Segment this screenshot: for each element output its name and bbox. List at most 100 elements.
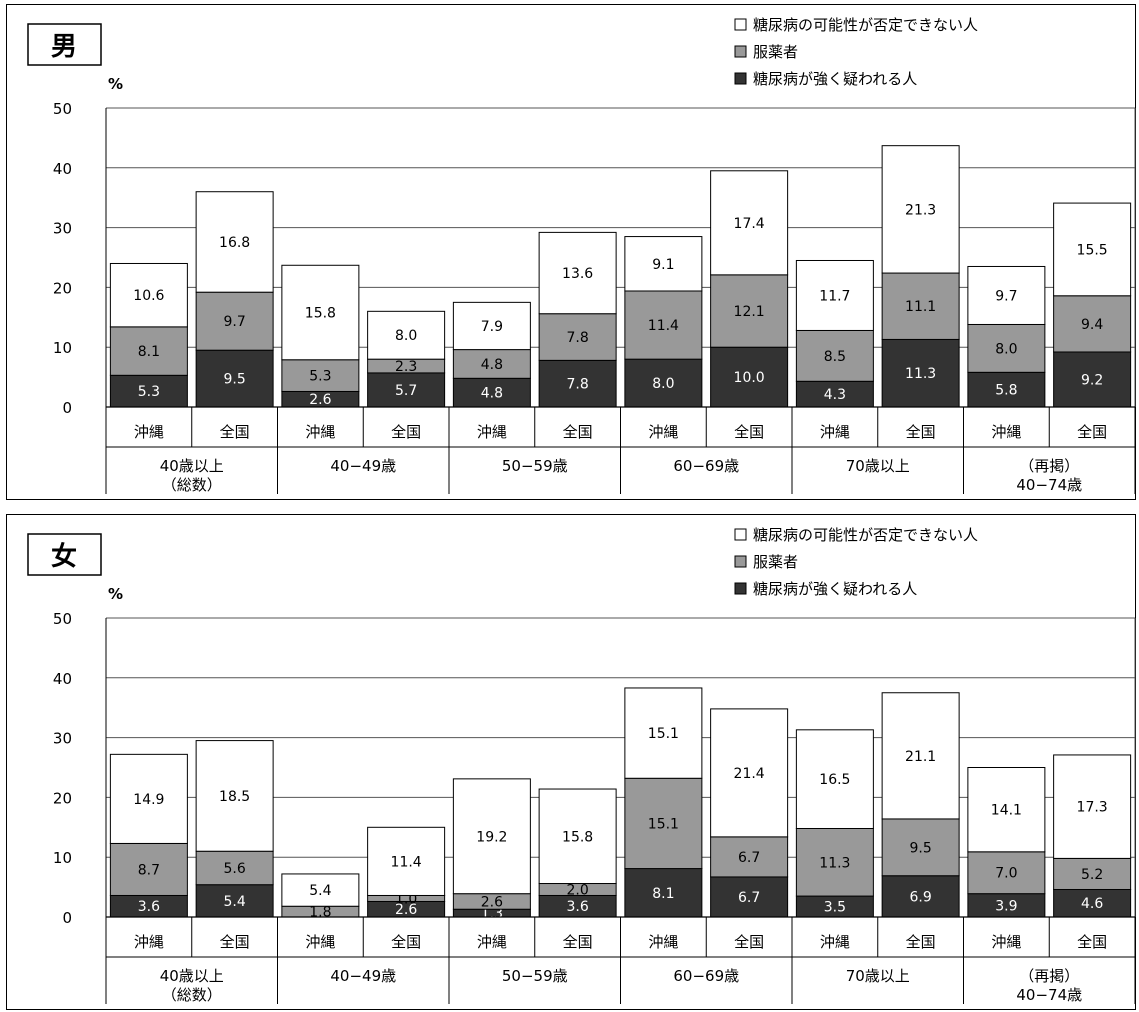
legend-entry: 糖尿病の可能性が否定できない人 xyxy=(753,16,978,34)
data-label: 15.8 xyxy=(305,306,336,322)
x-tick-label: 沖縄 xyxy=(820,933,850,951)
bar-segment xyxy=(710,708,789,838)
data-label: 11.4 xyxy=(648,318,679,334)
bar-segment xyxy=(452,301,531,351)
legend-entry: 糖尿病の可能性が否定できない人 xyxy=(753,526,978,544)
group-label: 40−49歳 xyxy=(330,457,396,475)
group-label: 40歳以上 xyxy=(160,967,224,985)
data-label: 9.1 xyxy=(652,257,674,273)
group-label: 60−69歳 xyxy=(673,967,739,985)
bar-segment xyxy=(195,740,274,852)
chart-title: 女 xyxy=(51,541,77,572)
y-tick-label: 50 xyxy=(53,100,72,118)
x-tick-label: 沖縄 xyxy=(305,423,335,441)
group-label: （再掲） xyxy=(1019,457,1079,475)
bar-segment xyxy=(624,290,703,360)
group-label: 70歳以上 xyxy=(846,967,910,985)
group-label: 50−59歳 xyxy=(502,457,568,475)
bar-segment xyxy=(538,788,617,885)
bar-segment xyxy=(710,170,789,276)
data-label: 19.2 xyxy=(476,829,507,845)
legend-entry: 糖尿病が強く疑われる人 xyxy=(753,580,917,598)
chart-title: 男 xyxy=(51,32,77,62)
data-label: 1.8 xyxy=(309,905,331,921)
legend-entry: 服薬者 xyxy=(753,43,798,61)
data-label: 4.8 xyxy=(481,386,503,402)
x-tick-label: 全国 xyxy=(734,933,764,951)
legend-swatch xyxy=(734,528,747,541)
bar-segment xyxy=(881,272,960,340)
bar-segment xyxy=(624,236,703,292)
legend-swatch xyxy=(734,582,747,595)
bar-segment xyxy=(795,329,874,382)
group-label: 40歳以上 xyxy=(160,457,224,475)
bar-segment xyxy=(967,767,1046,853)
y-tick-label: 10 xyxy=(53,339,72,357)
data-label: 11.4 xyxy=(391,854,422,870)
data-label: 2.6 xyxy=(309,392,331,408)
x-tick-label: 全国 xyxy=(906,423,936,441)
data-label: 10.6 xyxy=(133,288,164,304)
data-label: 5.2 xyxy=(1081,867,1103,883)
x-tick-label: 沖縄 xyxy=(477,933,507,951)
data-label: 16.5 xyxy=(819,772,850,788)
bar-segment xyxy=(452,377,531,408)
bar-segment xyxy=(367,372,446,408)
y-tick-label: 0 xyxy=(62,909,72,927)
data-label: 14.9 xyxy=(133,792,164,808)
data-label: 8.0 xyxy=(995,341,1017,357)
data-label: 18.5 xyxy=(219,789,250,805)
y-tick-label: 50 xyxy=(53,610,72,628)
bar-segment xyxy=(538,359,617,408)
bar-segment xyxy=(1053,202,1132,297)
data-label: 8.0 xyxy=(395,328,417,344)
bar-segment xyxy=(367,826,446,896)
x-tick-label: 沖縄 xyxy=(477,423,507,441)
legend-entry: 糖尿病が強く疑われる人 xyxy=(753,70,917,88)
y-tick-label: 40 xyxy=(53,160,72,178)
data-label: 11.3 xyxy=(819,855,850,871)
bar-segment xyxy=(795,827,874,897)
data-label: 3.6 xyxy=(566,899,588,915)
bar-segment xyxy=(881,875,960,918)
bar-segment xyxy=(795,380,874,408)
data-label: 3.6 xyxy=(138,899,160,915)
bar-segment xyxy=(795,729,874,829)
x-tick-label: 沖縄 xyxy=(134,933,164,951)
bar-segment xyxy=(624,777,703,870)
data-label: 10.0 xyxy=(734,370,765,386)
data-label: 7.8 xyxy=(566,377,588,393)
y-tick-label: 20 xyxy=(53,789,72,807)
data-label: 3.5 xyxy=(824,900,846,916)
bar-segment xyxy=(195,850,274,886)
x-tick-label: 全国 xyxy=(563,423,593,441)
group-label: （総数） xyxy=(162,986,222,1004)
x-tick-label: 沖縄 xyxy=(991,423,1021,441)
bar-segment xyxy=(967,265,1046,325)
group-label: （再掲） xyxy=(1019,967,1079,985)
data-label: 5.4 xyxy=(309,883,331,899)
data-label: 15.1 xyxy=(648,816,679,832)
x-tick-label: 全国 xyxy=(391,933,421,951)
data-label: 5.3 xyxy=(309,369,331,385)
x-tick-label: 沖縄 xyxy=(820,423,850,441)
group-label: 40−74歳 xyxy=(1016,986,1082,1004)
group-label: 60−69歳 xyxy=(673,457,739,475)
bar-segment xyxy=(538,313,617,361)
data-label: 9.4 xyxy=(1081,317,1103,333)
y-axis-label: % xyxy=(108,585,123,603)
data-label: 14.1 xyxy=(991,803,1022,819)
y-tick-label: 30 xyxy=(53,220,72,238)
group-label: 70歳以上 xyxy=(846,457,910,475)
y-tick-label: 10 xyxy=(53,849,72,867)
data-label: 15.5 xyxy=(1077,242,1108,258)
data-label: 8.0 xyxy=(652,376,674,392)
x-tick-label: 沖縄 xyxy=(991,933,1021,951)
data-label: 17.4 xyxy=(734,216,765,232)
x-tick-label: 全国 xyxy=(391,423,421,441)
legend-swatch xyxy=(734,555,747,568)
data-label: 17.3 xyxy=(1077,800,1108,816)
group-label: 50−59歳 xyxy=(502,967,568,985)
data-label: 6.7 xyxy=(738,890,760,906)
